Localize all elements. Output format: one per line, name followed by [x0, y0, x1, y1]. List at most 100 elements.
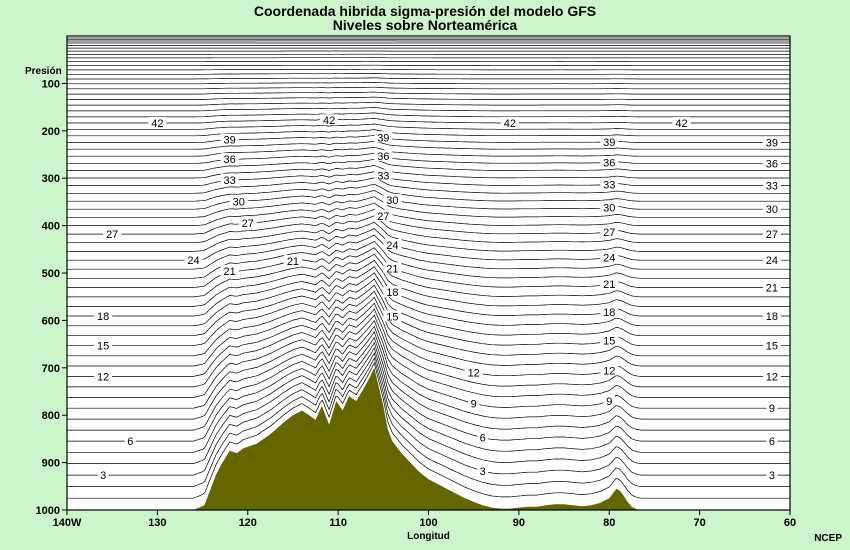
- level-line: [67, 341, 790, 453]
- level-label-bg: [600, 135, 619, 147]
- level-label-bg: [383, 286, 402, 298]
- level-label: 33: [224, 175, 236, 187]
- level-label-bg: [238, 217, 257, 229]
- level-label-bg: [762, 370, 781, 382]
- level-label-bg: [762, 339, 781, 351]
- x-tick-label: 90: [513, 517, 525, 529]
- level-line: [67, 123, 790, 130]
- level-label-bg: [374, 131, 393, 143]
- level-line: [67, 91, 790, 95]
- level-line: [67, 68, 790, 71]
- level-label: 18: [766, 311, 778, 323]
- level-line: [67, 259, 790, 307]
- level-line: [67, 73, 790, 75]
- level-line: [67, 362, 790, 499]
- level-label-bg: [383, 310, 402, 322]
- y-tick-label: 100: [42, 78, 60, 90]
- level-line: [67, 352, 790, 476]
- level-label: 9: [471, 398, 477, 410]
- level-label: 36: [224, 154, 236, 166]
- level-label: 9: [606, 396, 612, 408]
- level-line: [67, 165, 790, 179]
- level-label-bg: [184, 254, 203, 266]
- level-label-bg: [148, 117, 167, 129]
- level-line: [67, 357, 790, 487]
- level-label: 33: [603, 179, 615, 191]
- y-tick-label: 900: [42, 458, 60, 470]
- y-axis-label: Presión: [25, 66, 62, 77]
- level-label: 24: [386, 240, 398, 252]
- level-label-bg: [762, 179, 781, 191]
- level-label-bg: [600, 278, 619, 290]
- level-line: [67, 177, 790, 194]
- level-line: [67, 308, 790, 388]
- level-line: [67, 140, 790, 150]
- level-label-bg: [600, 201, 619, 213]
- level-label: 30: [766, 204, 778, 216]
- level-label: 33: [766, 181, 778, 193]
- level-line: [67, 247, 790, 288]
- y-tick-label: 200: [42, 126, 60, 138]
- level-label-bg: [383, 194, 402, 206]
- level-line: [67, 331, 790, 431]
- level-label-bg: [766, 469, 778, 481]
- level-label: 30: [386, 195, 398, 207]
- level-line: [67, 278, 790, 337]
- level-line: [67, 77, 790, 80]
- level-label: 3: [769, 470, 775, 482]
- x-tick-label: 110: [329, 517, 347, 529]
- level-label: 42: [151, 118, 163, 130]
- chart-title: Coordenada hibrida sigma-presión del mod…: [253, 3, 597, 19]
- y-tick-label: 1000: [36, 505, 60, 517]
- level-label: 12: [766, 371, 778, 383]
- level-label: 3: [480, 466, 486, 478]
- level-label: 24: [187, 255, 199, 267]
- level-label: 27: [603, 227, 615, 239]
- level-label: 15: [97, 341, 109, 353]
- level-line: [67, 240, 790, 279]
- level-label: 30: [233, 197, 245, 209]
- level-line: [67, 152, 790, 164]
- level-label: 18: [603, 307, 615, 319]
- level-line: [67, 96, 790, 100]
- level-label: 24: [766, 255, 778, 267]
- level-label-bg: [97, 469, 109, 481]
- level-line: [67, 253, 790, 298]
- level-label: 12: [603, 365, 615, 377]
- level-label: 21: [386, 263, 398, 275]
- level-label: 39: [224, 135, 236, 147]
- level-label-bg: [477, 431, 489, 443]
- level-label-bg: [762, 281, 781, 293]
- level-line: [67, 129, 790, 137]
- level-line: [67, 86, 790, 90]
- level-line: [67, 284, 790, 347]
- level-line: [67, 190, 790, 210]
- level-label-bg: [762, 254, 781, 266]
- level-label-bg: [464, 366, 483, 378]
- level-line: [67, 171, 790, 186]
- level-label: 15: [386, 311, 398, 323]
- level-label-bg: [320, 114, 339, 126]
- level-label: 36: [377, 151, 389, 163]
- level-label-bg: [600, 364, 619, 376]
- level-label-bg: [600, 334, 619, 346]
- level-label-bg: [374, 169, 393, 181]
- level-label: 39: [766, 137, 778, 149]
- level-label: 39: [603, 137, 615, 149]
- y-tick-label: 800: [42, 410, 60, 422]
- level-label: 3: [100, 470, 106, 482]
- level-line: [67, 302, 790, 377]
- level-line: [67, 107, 790, 112]
- plot-area: [67, 36, 790, 510]
- level-label-bg: [103, 228, 122, 240]
- chart-subtitle: Niveles sobre Norteamérica: [332, 17, 518, 33]
- x-tick-label: 120: [239, 517, 257, 529]
- level-line: [67, 296, 790, 367]
- level-label-bg: [600, 251, 619, 263]
- level-line: [67, 215, 790, 244]
- level-label: 24: [603, 253, 615, 265]
- level-label-bg: [762, 228, 781, 240]
- level-line: [67, 158, 790, 171]
- y-tick-label: 500: [42, 268, 60, 280]
- level-label-bg: [124, 435, 136, 447]
